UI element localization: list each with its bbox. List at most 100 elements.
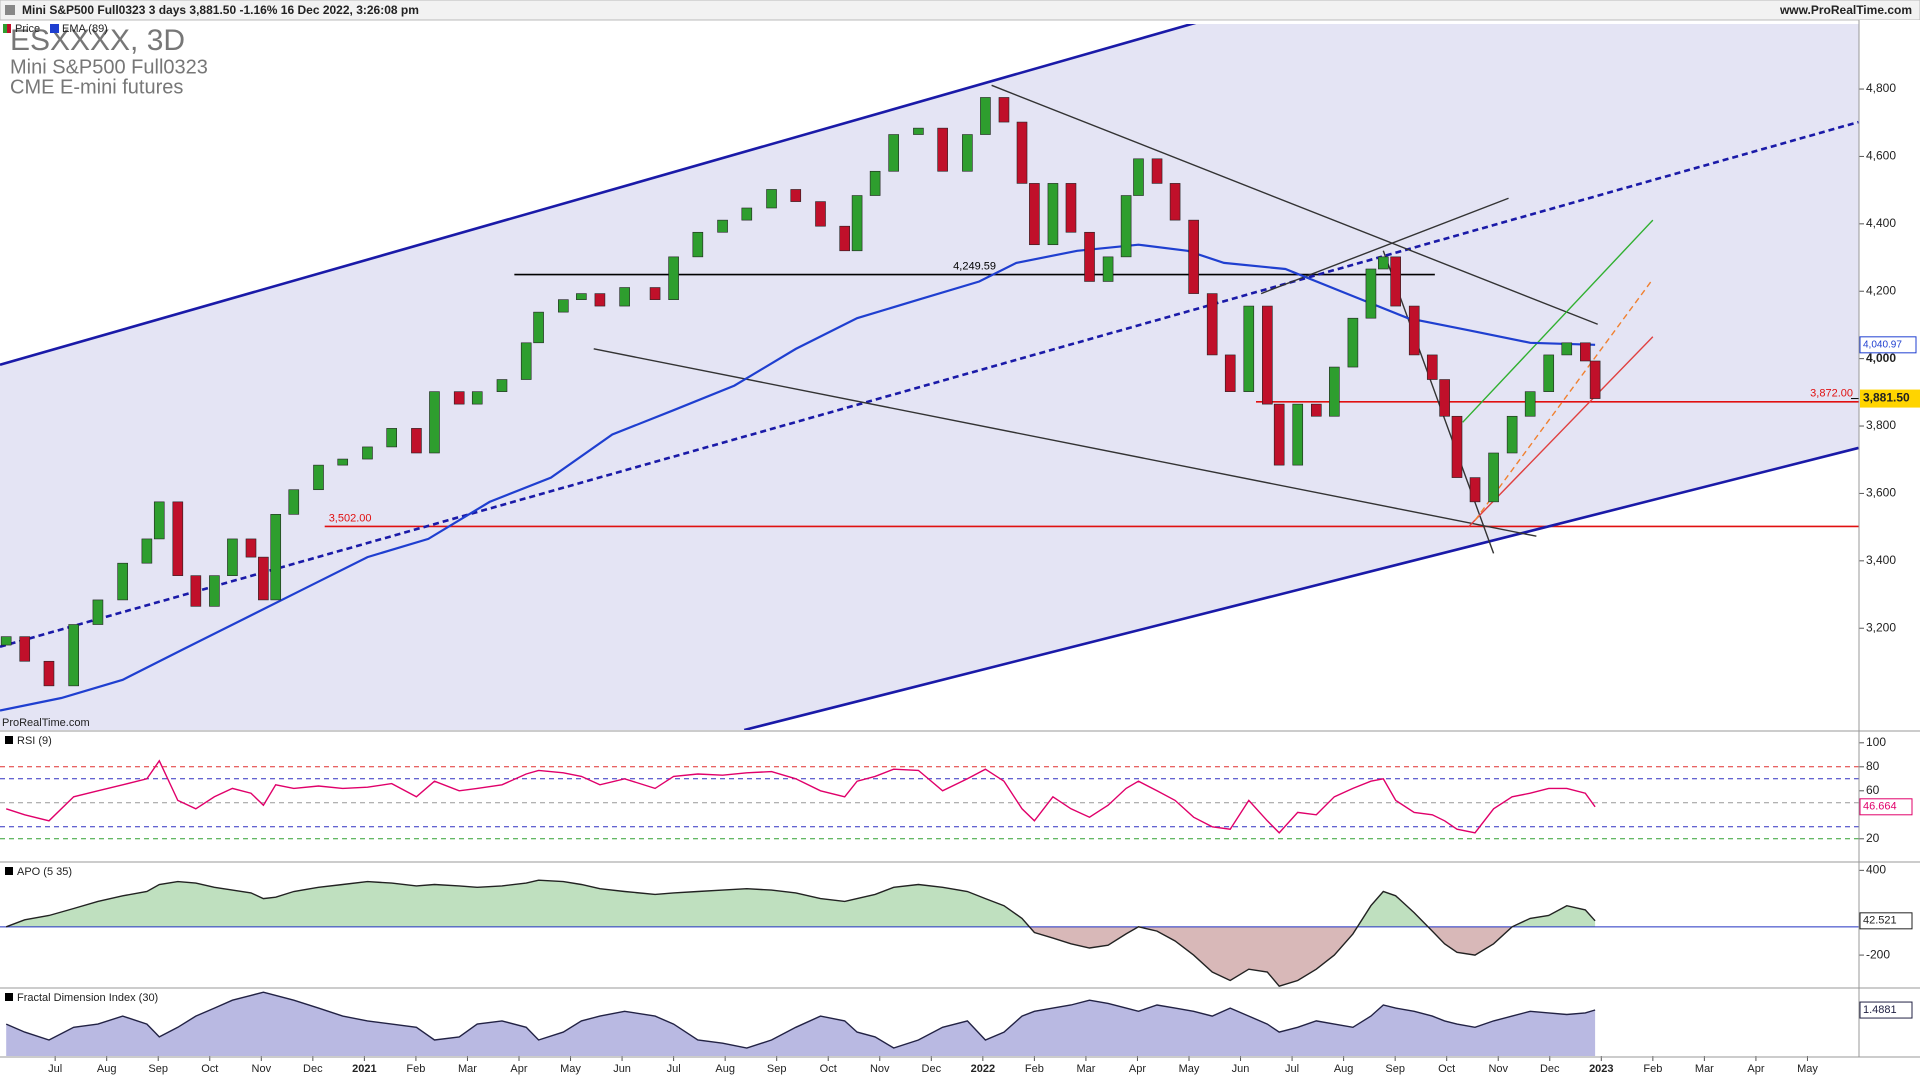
candle [43,660,55,687]
candle [869,170,881,196]
candle [741,207,753,221]
x-tick-label: Aug [715,1063,735,1075]
candle [190,575,202,607]
ema-last-label: 4,040.97 [1863,339,1902,350]
candle [19,636,31,662]
candle [962,134,973,172]
candle [1408,305,1420,356]
y-tick-label: 4,400 [1866,216,1896,230]
x-tick-label: Feb [406,1063,425,1075]
candle [1488,452,1499,503]
candle [1029,183,1040,246]
y-tick-label: 400 [1866,863,1886,877]
legend-swatch-down [7,24,11,33]
x-tick-label: Sep [1385,1063,1405,1075]
y-tick-label: 4,600 [1866,149,1896,163]
panel [0,989,1859,1056]
trend-line [991,84,1598,325]
header-bar [0,0,1920,21]
candle [1120,195,1132,258]
y-tick-label: 4,800 [1866,81,1896,95]
candle [1347,317,1359,368]
header-icon [5,5,15,15]
candle [1451,415,1463,478]
legend-label: Price [15,23,40,35]
trend-line [1260,197,1509,295]
candle [1310,403,1322,417]
candle [68,624,80,687]
candle [558,299,569,313]
last-value-label: 1.4881 [1863,1004,1897,1016]
level-label: 3,872.00 [1810,388,1853,400]
candle [1543,354,1555,392]
candle [1524,391,1536,417]
candle [453,391,465,405]
panel-bg [0,732,1859,861]
candle [411,428,422,454]
x-tick-label: May [1797,1063,1818,1075]
candle [227,538,238,576]
ema-last-box [1859,336,1917,354]
x-tick-label: Feb [1643,1063,1662,1075]
candle [1377,256,1389,270]
y-tick-label: 100 [1866,735,1886,749]
x-tick-label: Jul [1285,1063,1299,1075]
y-tick-label: 3,600 [1866,486,1896,500]
candle [692,231,704,258]
panel [0,732,1859,861]
area-negative [6,926,1596,987]
candle [209,575,220,607]
candle [998,97,1010,123]
last-value-box [1859,912,1913,930]
trend-line [1468,336,1654,527]
candle [1206,293,1218,356]
symbol-subtitle: Mini S&P500 Full0323 [10,56,208,78]
x-tick-label: 2023 [1589,1063,1613,1075]
candle [888,134,899,172]
candle [576,293,587,300]
x-tick-label: Apr [1747,1063,1764,1075]
candle [1292,403,1304,466]
candle [790,189,802,202]
watermark: ProRealTime.com [2,717,90,729]
candle [1224,354,1236,392]
x-tick-label: Sep [148,1063,168,1075]
candle [1390,256,1401,307]
trend-line [0,120,1859,649]
x-tick-label: Jul [667,1063,681,1075]
x-tick-label: Mar [458,1063,477,1075]
y-tick-label: -200 [1866,947,1890,961]
x-tick-label: Apr [510,1063,527,1075]
ema-line [0,243,1596,712]
header-site: www.ProRealTime.com [1779,3,1912,17]
candle [1580,342,1591,362]
candle [1188,219,1199,294]
candle [1243,305,1255,392]
candle [288,489,300,515]
panel-title-swatch [5,867,13,875]
candle [386,428,397,448]
x-tick-label: Oct [820,1063,837,1075]
panel-title-swatch [5,993,13,1001]
candle [258,556,269,601]
candle [839,225,851,252]
candle [980,97,991,135]
trend-line [1462,219,1654,423]
candle [0,636,12,646]
candle [1065,183,1077,233]
trend-line [1382,250,1495,554]
x-tick-label: Aug [97,1063,117,1075]
y-tick-label: 60 [1866,783,1880,797]
candle [92,599,104,625]
indicator-line [5,759,1596,834]
panel-title: APO (5 35) [17,866,72,878]
x-tick-label: Jun [1232,1063,1250,1075]
y-tick-label: 4,200 [1866,283,1896,297]
candle [668,256,679,300]
x-tick-label: Nov [1488,1063,1508,1075]
candle [1169,183,1181,221]
candle [1133,158,1144,196]
candle [913,127,924,135]
axis-bg [1859,20,1920,1080]
